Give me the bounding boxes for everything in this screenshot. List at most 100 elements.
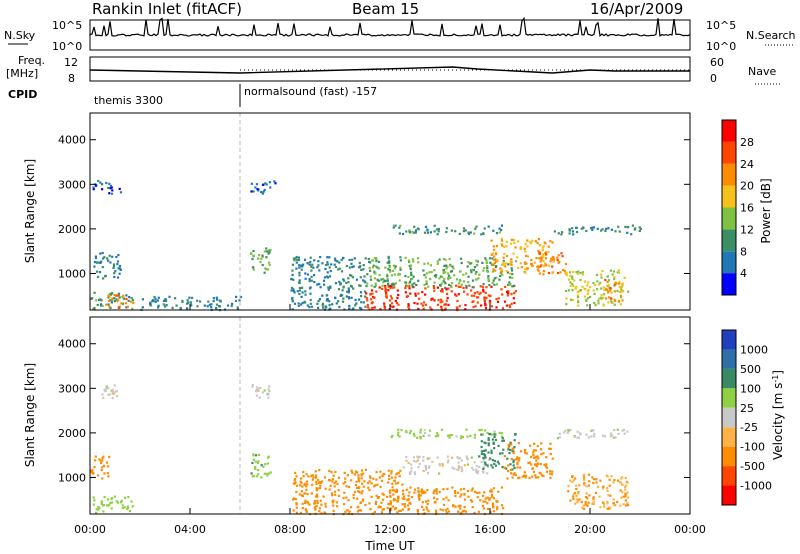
power-data-cell	[409, 268, 412, 271]
vel-data-cell	[482, 453, 486, 456]
vel-data-cell	[103, 495, 106, 499]
power-data-cell	[571, 277, 574, 280]
power-data-cell	[348, 304, 351, 307]
nave-label: Nave	[748, 65, 776, 78]
power-data-cell	[260, 257, 263, 260]
power-data-cell	[100, 260, 103, 263]
power-data-cell	[342, 278, 345, 281]
power-data-cell	[609, 269, 612, 272]
vel-data-cell	[516, 466, 519, 469]
power-data-cell	[496, 300, 500, 303]
vel-data-cell	[391, 482, 394, 485]
vel-data-cell	[257, 473, 260, 476]
power-data-cell	[436, 303, 440, 306]
power-data-cell	[491, 281, 494, 284]
power-data-cell	[539, 265, 542, 268]
power-data-cell	[602, 304, 605, 307]
vel-data-cell	[333, 485, 336, 488]
power-data-cell	[334, 296, 337, 300]
power-data-cell	[107, 296, 110, 299]
power-data-cell	[295, 267, 298, 270]
colorbar-segment	[722, 330, 736, 350]
colorbar-frame	[721, 119, 737, 296]
vel-data-cell	[536, 445, 539, 448]
vel-data-cell	[622, 503, 625, 506]
nave-tick-bottom: 0	[710, 72, 717, 85]
colorbar-segment	[722, 273, 736, 295]
vel-data-cell	[392, 499, 395, 502]
vel-data-cell	[101, 393, 104, 396]
vel-data-cell	[423, 512, 426, 515]
power-data-cell	[359, 276, 362, 279]
power-data-cell	[499, 267, 502, 270]
vel-data-cell	[542, 452, 545, 455]
power-data-cell	[441, 276, 444, 279]
power-data-cell	[252, 266, 255, 269]
vel-data-cell	[318, 507, 321, 510]
vel-data-cell	[393, 489, 396, 492]
vel-data-cell	[306, 500, 309, 504]
power-data-cell	[614, 281, 617, 285]
vel-data-cell	[604, 435, 607, 438]
vel-data-cell	[484, 500, 487, 503]
vel-data-cell	[329, 484, 332, 487]
power-data-cell	[108, 254, 111, 257]
power-data-cell	[475, 264, 478, 267]
power-data-cell	[627, 226, 630, 229]
power-data-cell	[582, 227, 585, 230]
vel-data-cell	[337, 494, 341, 497]
power-data-cell	[365, 285, 368, 288]
vel-data-cell	[391, 486, 394, 489]
power-data-cell	[384, 266, 387, 269]
power-data-cell	[508, 304, 511, 307]
vel-data-cell	[260, 464, 263, 467]
power-data-cell	[607, 301, 610, 304]
vel-data-cell	[454, 505, 457, 508]
power-data-cell	[447, 278, 450, 281]
power-data-cell	[273, 180, 276, 183]
power-data-cell	[494, 265, 497, 268]
power-data-cell	[383, 307, 386, 310]
power-data-cell	[265, 247, 268, 250]
vel-data-cell	[111, 497, 114, 500]
power-data-cell	[570, 276, 574, 279]
vel-data-cell	[380, 511, 384, 514]
power-data-cell	[262, 190, 265, 193]
vel-data-cell	[95, 508, 98, 511]
power-data-cell	[265, 183, 268, 186]
power-data-cell	[326, 298, 329, 301]
vel-data-cell	[410, 470, 413, 473]
power-data-cell	[396, 296, 399, 300]
power-data-cell	[476, 301, 479, 304]
power-data-cell	[442, 258, 445, 261]
power-data-cell	[547, 264, 550, 267]
vel-data-cell	[364, 503, 367, 507]
vel-data-cell	[419, 494, 422, 497]
power-data-cell	[404, 291, 407, 294]
vel-data-cell	[422, 490, 425, 493]
x-tick-label: 00:00	[74, 523, 106, 536]
power-data-cell	[613, 303, 616, 306]
vel-data-cell	[324, 502, 327, 505]
power-data-cell	[413, 282, 416, 285]
vel-data-cell	[428, 457, 431, 460]
power-data-cell	[120, 302, 123, 305]
power-data-cell	[451, 282, 454, 285]
vel-data-cell	[490, 464, 493, 467]
power-data-cell	[612, 270, 615, 273]
power-data-cell	[94, 255, 97, 258]
vel-data-cell	[624, 495, 627, 498]
vel-data-cell	[299, 511, 302, 514]
power-data-cell	[258, 254, 261, 257]
vel-data-cell	[101, 459, 104, 462]
power-data-cell	[404, 256, 407, 259]
vel-data-cell	[397, 481, 400, 484]
vel-data-cell	[357, 474, 360, 477]
power-data-cell	[397, 293, 400, 297]
power-data-cell	[511, 276, 514, 279]
vel-data-cell	[427, 466, 430, 469]
power-data-cell	[595, 273, 599, 277]
vel-data-cell	[417, 493, 420, 496]
vel-data-cell	[486, 431, 489, 434]
power-data-cell	[483, 299, 486, 302]
